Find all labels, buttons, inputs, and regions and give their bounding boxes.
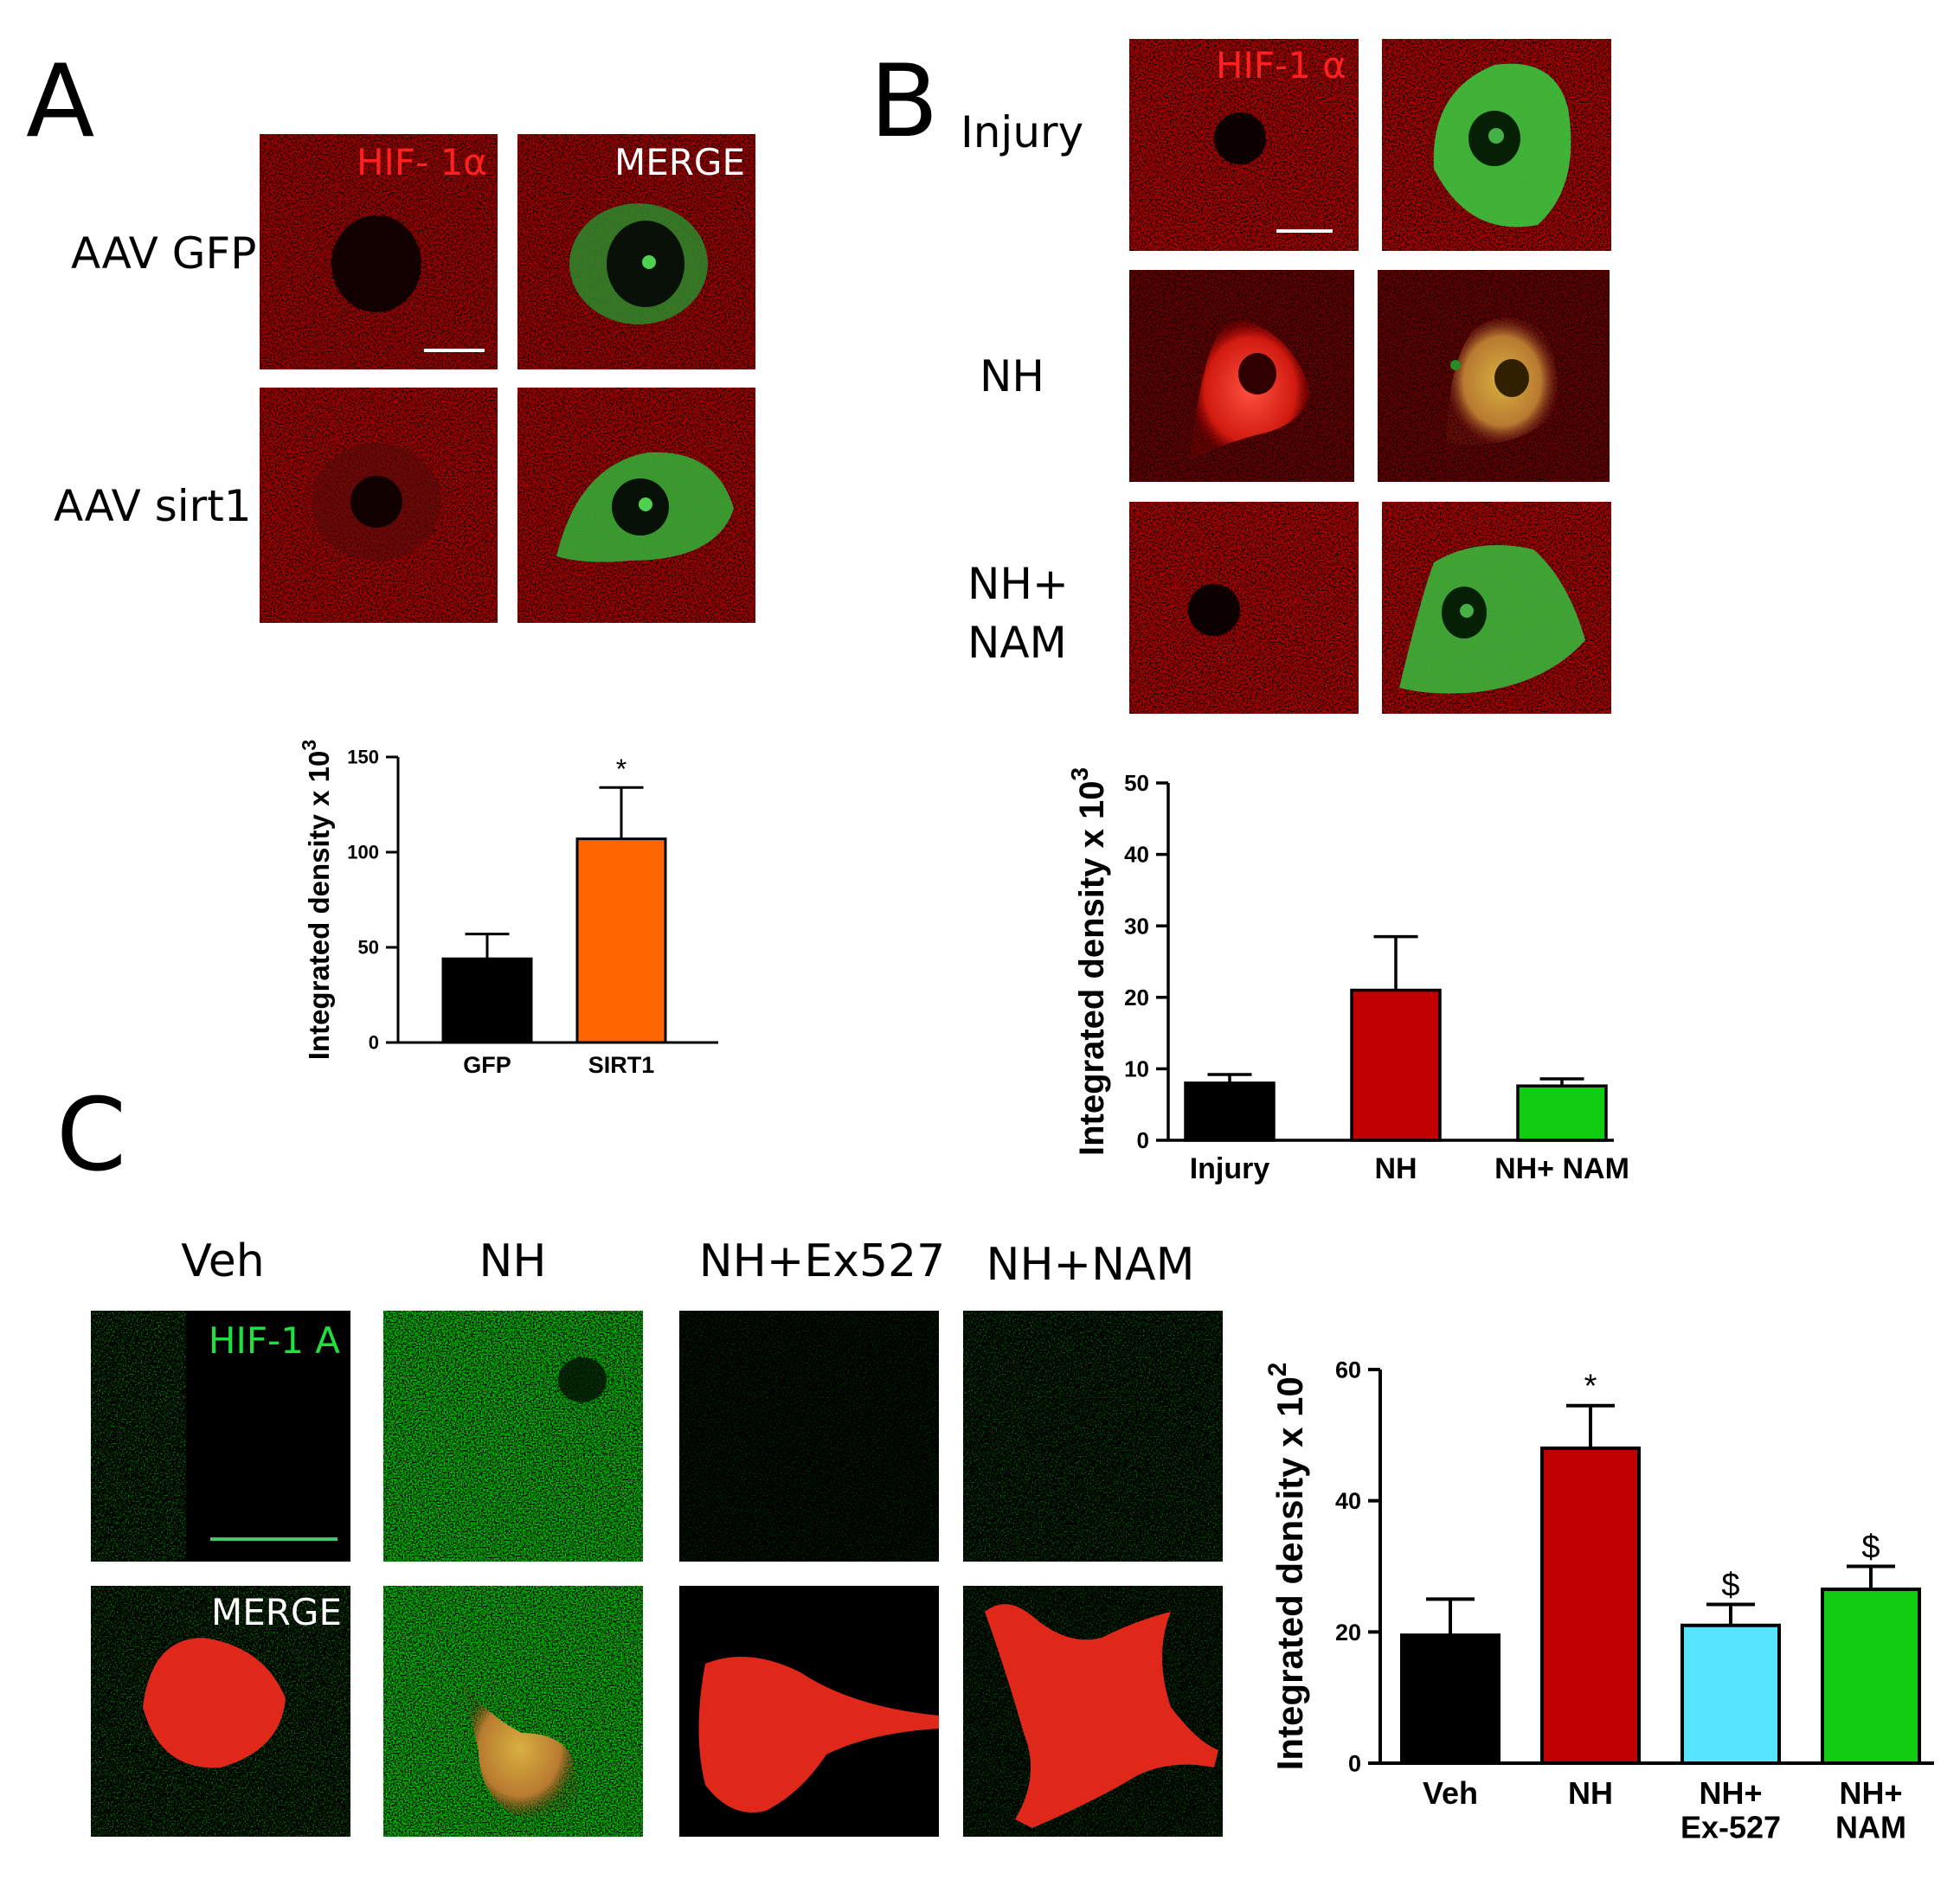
category-label: GFP [463,1052,511,1078]
y-tick-label: 40 [1124,842,1149,868]
panel-c-col-nh: NH [479,1235,547,1287]
panel-a-hif-label: HIF- 1α [356,141,487,183]
panel-c-ex527-hif-image [679,1311,939,1562]
panel-a-row-label-sirt1: AAV sirt1 [54,481,252,531]
category-label: NH [1568,1775,1613,1811]
panel-a-row-label-gfp: AAV GFP [71,228,257,279]
bar [575,837,667,1044]
y-tick-label: 0 [369,1032,379,1054]
panel-c-col-nh-ex527: NH+Ex527 [698,1235,946,1287]
category-label: NH+ NAM [1494,1152,1629,1185]
y-tick-label: 40 [1335,1488,1361,1514]
bar [1680,1623,1781,1765]
panel-b-injury-hif-image: HIF-1 α [1129,39,1359,251]
panel-b-row-label-nh-plus: NH+ [967,559,1069,609]
bar [1821,1588,1921,1765]
y-tick-label: 150 [347,747,379,768]
y-tick-label: 0 [1348,1750,1361,1776]
panel-b-row-label-injury: Injury [961,107,1084,157]
y-tick-label: 100 [347,842,379,863]
y-tick-label: 20 [1124,985,1149,1010]
panel-b-hif-label: HIF-1 α [1215,44,1346,87]
panel-c-veh-hif-image: HIF-1 A [91,1311,350,1562]
panel-c-hif-label: HIF-1 A [208,1319,340,1362]
bar [1350,988,1442,1142]
bar [441,957,533,1044]
panel-c-nam-hif-image [963,1311,1223,1562]
panel-a-letter: A [26,43,95,160]
y-tick-label: 10 [1124,1056,1149,1082]
panel-b-injury-merge-image [1382,39,1611,251]
chart-a: 0 50 100 150 Integrated density x 103 GFP * SIR… [286,683,736,1099]
category-label: Veh [1423,1775,1478,1811]
significance-marker: $ [1721,1567,1739,1603]
panel-b-nh-merge-image [1378,270,1610,482]
y-tick-label: 50 [1124,770,1149,796]
significance-marker: $ [1861,1530,1880,1566]
panel-c-nh-hif-image [383,1311,643,1562]
panel-b-nam-merge-image [1382,502,1611,714]
bar [1540,1447,1641,1765]
bar [1516,1084,1608,1142]
category-label: NH [1374,1152,1417,1185]
panel-c-ex527-merge-image [679,1586,939,1837]
panel-c-nam-merge-image [963,1586,1223,1837]
panel-a-merge-label: MERGE [614,141,745,183]
significance-marker: * [1584,1369,1597,1405]
y-axis-label: Integrated density x 103 [298,740,335,1061]
panel-a-gfp-hif-image: HIF- 1α [260,134,498,369]
y-axis-label: Integrated density x 102 [1263,1363,1310,1771]
panel-c-merge-label: MERGE [210,1591,342,1633]
category-label: SIRT1 [588,1052,655,1078]
panel-a-sirt1-hif-image [260,388,498,623]
y-tick-label: 0 [1137,1127,1149,1153]
bar [1184,1081,1276,1142]
chart-b: 0 10 20 30 40 50 Integrated density x 103 Injur… [1056,744,1661,1194]
y-axis-label: Integrated density x 103 [1066,767,1111,1156]
category-label: NH+ [1839,1775,1902,1811]
category-label: Ex-527 [1680,1809,1781,1844]
y-tick-label: 20 [1335,1620,1361,1646]
category-label: NH+ [1699,1775,1762,1811]
y-tick-label: 50 [358,937,379,959]
panel-c-col-veh: Veh [181,1235,265,1287]
panel-c-col-nh-nam: NH+NAM [986,1239,1195,1291]
panel-c-letter: C [56,1077,126,1194]
category-label: Injury [1190,1152,1270,1185]
panel-b-row-label-nam: NAM [967,618,1067,668]
y-tick-label: 60 [1335,1357,1361,1383]
panel-b-row-label-nh: NH [980,351,1044,401]
panel-a-gfp-merge-image: MERGE [517,134,755,369]
bar [1400,1633,1501,1765]
panel-b-nam-hif-image [1129,502,1359,714]
panel-b-letter: B [870,43,939,160]
panel-c-nh-merge-image [383,1586,643,1837]
category-label: NAM [1835,1809,1906,1844]
panel-a-sirt1-merge-image [517,388,755,623]
y-tick-label: 30 [1124,913,1149,939]
chart-c: 0 20 40 60 Integrated density x 102 Veh * NH $ NH… [1250,1324,1943,1877]
panel-b-nh-hif-image [1129,270,1354,482]
panel-c-veh-merge-image: MERGE [91,1586,350,1837]
significance-marker: * [616,754,627,785]
